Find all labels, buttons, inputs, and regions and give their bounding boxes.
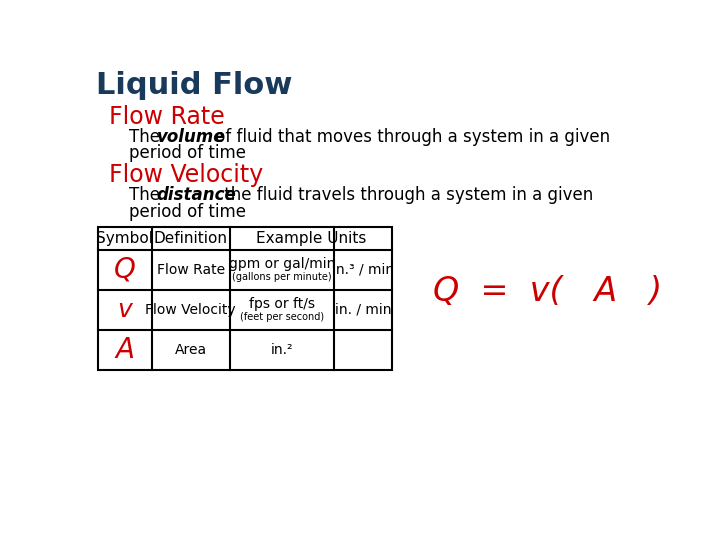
Text: period of time: period of time bbox=[129, 202, 246, 221]
Text: The: The bbox=[129, 186, 165, 205]
Text: in.³ / min: in.³ / min bbox=[332, 262, 395, 276]
Text: Liquid Flow: Liquid Flow bbox=[96, 71, 292, 100]
Text: v: v bbox=[117, 298, 132, 322]
Text: period of time: period of time bbox=[129, 144, 246, 162]
Text: Flow Velocity: Flow Velocity bbox=[145, 302, 236, 316]
Text: (feet per second): (feet per second) bbox=[240, 312, 324, 322]
Text: The: The bbox=[129, 128, 165, 146]
Text: Definition: Definition bbox=[154, 231, 228, 246]
Text: volume: volume bbox=[157, 128, 225, 146]
Text: gpm or gal/min: gpm or gal/min bbox=[229, 257, 335, 271]
Text: Flow Velocity: Flow Velocity bbox=[109, 164, 264, 187]
Text: Symbol: Symbol bbox=[96, 231, 153, 246]
Text: distance: distance bbox=[157, 186, 237, 205]
Text: (gallons per minute): (gallons per minute) bbox=[232, 272, 332, 281]
Text: Flow Rate: Flow Rate bbox=[109, 105, 225, 129]
Text: of fluid that moves through a system in a given: of fluid that moves through a system in … bbox=[210, 128, 610, 146]
Text: in.²: in.² bbox=[271, 343, 293, 357]
Text: in. / min: in. / min bbox=[335, 302, 392, 316]
Text: Area: Area bbox=[175, 343, 207, 357]
Text: A: A bbox=[115, 336, 135, 364]
Text: the fluid travels through a system in a given: the fluid travels through a system in a … bbox=[219, 186, 593, 205]
Text: fps or ft/s: fps or ft/s bbox=[249, 297, 315, 311]
Text: Q: Q bbox=[114, 255, 136, 284]
Text: Flow Rate: Flow Rate bbox=[157, 262, 225, 276]
Bar bbox=[98, 226, 392, 370]
Text: Q  =  v(   A   ): Q = v( A ) bbox=[433, 275, 662, 308]
Text: Example Units: Example Units bbox=[256, 231, 366, 246]
